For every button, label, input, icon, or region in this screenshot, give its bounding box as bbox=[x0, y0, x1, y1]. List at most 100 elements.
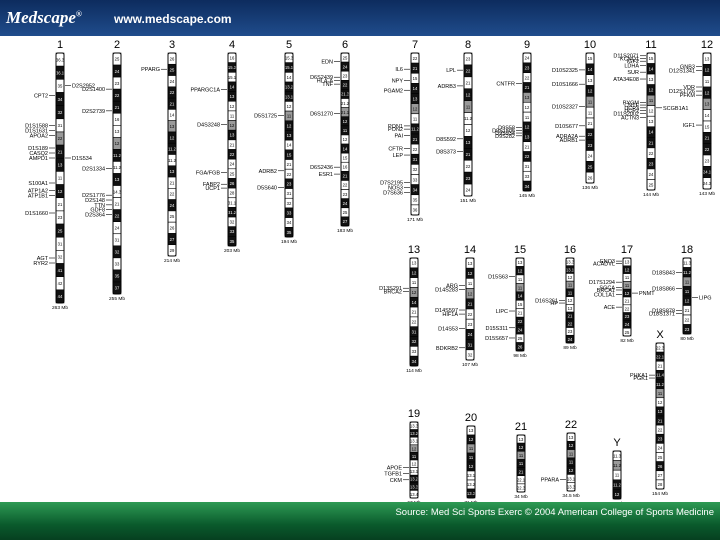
band-label: 16 bbox=[115, 117, 120, 122]
band-label: 14.3 bbox=[113, 189, 122, 194]
band-label: 21 bbox=[525, 85, 530, 90]
band-label: 11.2 bbox=[464, 116, 473, 121]
chromosome-label: 9 bbox=[524, 39, 530, 51]
band-label: 15 bbox=[705, 124, 710, 129]
band-label: 11 bbox=[518, 277, 523, 282]
chromosome-label: 22 bbox=[565, 419, 577, 431]
band-label: 12 bbox=[466, 128, 471, 133]
gene-label: ARG bbox=[446, 284, 458, 290]
band-label: 31 bbox=[287, 191, 292, 196]
chromosome-outline bbox=[585, 52, 595, 184]
band-label: 11.4 bbox=[656, 373, 665, 378]
band-label: 22 bbox=[115, 213, 120, 218]
band-label: 24 bbox=[343, 201, 348, 206]
band-label: 21 bbox=[170, 101, 175, 106]
gene-label: PFKM bbox=[680, 93, 696, 99]
chromosome-label: 1 bbox=[57, 39, 63, 51]
gene-label: FABP2 bbox=[203, 182, 220, 188]
band-label: 11.2 bbox=[113, 153, 122, 158]
gene-label: HIF1A bbox=[442, 312, 458, 318]
chromosome-outline bbox=[646, 52, 656, 191]
site-url[interactable]: www.medscape.com bbox=[114, 12, 232, 26]
band-label: 22 bbox=[625, 306, 630, 311]
chromosome-size: 171 Mb bbox=[407, 217, 423, 223]
band-label: 13 bbox=[588, 78, 593, 83]
gene-label: TTN bbox=[94, 203, 105, 209]
band-label: 28 bbox=[230, 191, 235, 196]
band-label: 14 bbox=[343, 146, 348, 151]
band-label: 35 bbox=[58, 84, 63, 89]
chromosome-label: Y bbox=[613, 437, 621, 449]
chromosome-label: 19 bbox=[408, 408, 420, 420]
band-label: 25 bbox=[58, 228, 63, 233]
gene-label: D18S843 bbox=[652, 270, 675, 276]
band-label: 12 bbox=[466, 92, 471, 97]
band-label: 21 bbox=[58, 202, 63, 207]
band-label: 27 bbox=[170, 237, 175, 242]
gene-label: UCP2 bbox=[624, 109, 639, 115]
chromosome-label: 21 bbox=[515, 421, 527, 433]
band-label: 14 bbox=[518, 294, 523, 299]
band-label: 23 bbox=[468, 322, 473, 327]
band-label: 13.1 bbox=[566, 267, 575, 272]
band-label: 13 bbox=[705, 102, 710, 107]
band-label: 21.3 bbox=[341, 92, 350, 97]
band-label: 21 bbox=[525, 144, 530, 149]
band-label: 11 bbox=[466, 104, 471, 109]
band-label: 11 bbox=[412, 280, 417, 285]
chromosome-outline bbox=[515, 257, 525, 352]
medscape-logo[interactable]: Medscape® bbox=[6, 8, 82, 28]
footer-bar: Source: Med Sci Sports Exerc © 2004 Amer… bbox=[0, 502, 720, 540]
band-label: 23 bbox=[685, 327, 690, 332]
band-label: 22.1 bbox=[517, 477, 526, 482]
band-label: 12 bbox=[615, 492, 620, 497]
gene-label: D6S2436 bbox=[310, 165, 333, 171]
band-label: 13 bbox=[170, 169, 175, 174]
band-label: 13 bbox=[518, 260, 523, 265]
band-label: 22 bbox=[413, 56, 418, 61]
band-label: 13 bbox=[649, 77, 654, 82]
gene-label: CPT2 bbox=[34, 94, 48, 100]
chromosome-size: 154 Mb bbox=[652, 491, 668, 497]
band-label: 15 bbox=[343, 155, 348, 160]
band-label: 24 bbox=[466, 188, 471, 193]
band-label: 11 bbox=[287, 114, 292, 119]
band-label: 11 bbox=[685, 289, 690, 294]
band-label: 34 bbox=[287, 220, 292, 225]
band-label: 32 bbox=[413, 167, 418, 172]
band-label: 32 bbox=[58, 110, 63, 115]
band-label: 13 bbox=[115, 129, 120, 134]
band-label: 22 bbox=[115, 93, 120, 98]
band-label: 22 bbox=[287, 172, 292, 177]
band-label: 34 bbox=[412, 359, 417, 364]
gene-label: CKM bbox=[390, 478, 403, 484]
band-label: 15 bbox=[649, 56, 654, 61]
band-label: 11.3 bbox=[683, 260, 692, 265]
gene-label: APOA2 bbox=[30, 134, 48, 140]
band-label: 22 bbox=[58, 136, 63, 141]
gene-label: SCGB1A1 bbox=[663, 106, 688, 112]
band-label: 15 bbox=[588, 56, 593, 61]
gene-label: COL1A1 bbox=[594, 293, 615, 299]
band-label: 24 bbox=[343, 64, 348, 69]
band-label: 12 bbox=[287, 104, 292, 109]
band-label: 13.2 bbox=[410, 477, 419, 482]
band-label: 13.1 bbox=[285, 94, 294, 99]
gene-label: ADRB3 bbox=[438, 84, 456, 90]
band-label: 22 bbox=[170, 192, 175, 197]
band-label: 24 bbox=[568, 337, 573, 342]
band-label: 12 bbox=[705, 68, 710, 73]
band-label: 16 bbox=[343, 165, 348, 170]
band-label: 23 bbox=[115, 81, 120, 86]
band-label: 21 bbox=[685, 308, 690, 313]
gene-label: SUR bbox=[627, 70, 639, 76]
gene-label: ADRA2A bbox=[556, 134, 578, 140]
gene-label: D11S2002 bbox=[613, 111, 639, 117]
gene-label: ACTN3 bbox=[621, 115, 639, 121]
gene-label: ATP1B1 bbox=[28, 194, 48, 200]
chromosome-label: 13 bbox=[408, 244, 420, 256]
band-label: 12 bbox=[518, 268, 523, 273]
band-label: 22 bbox=[230, 152, 235, 157]
band-label: 15 bbox=[518, 302, 523, 307]
band-label: 12 bbox=[413, 106, 418, 111]
